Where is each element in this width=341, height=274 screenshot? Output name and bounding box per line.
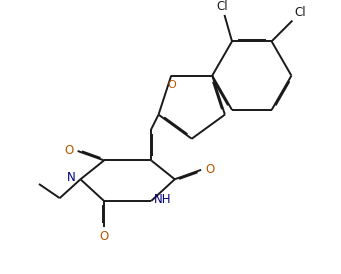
Text: Cl: Cl (294, 5, 306, 19)
Text: Cl: Cl (217, 0, 228, 13)
Text: O: O (205, 163, 214, 176)
Text: O: O (168, 80, 177, 90)
Text: NH: NH (154, 193, 171, 206)
Text: N: N (66, 171, 75, 184)
Text: O: O (64, 144, 74, 158)
Text: O: O (100, 230, 109, 243)
